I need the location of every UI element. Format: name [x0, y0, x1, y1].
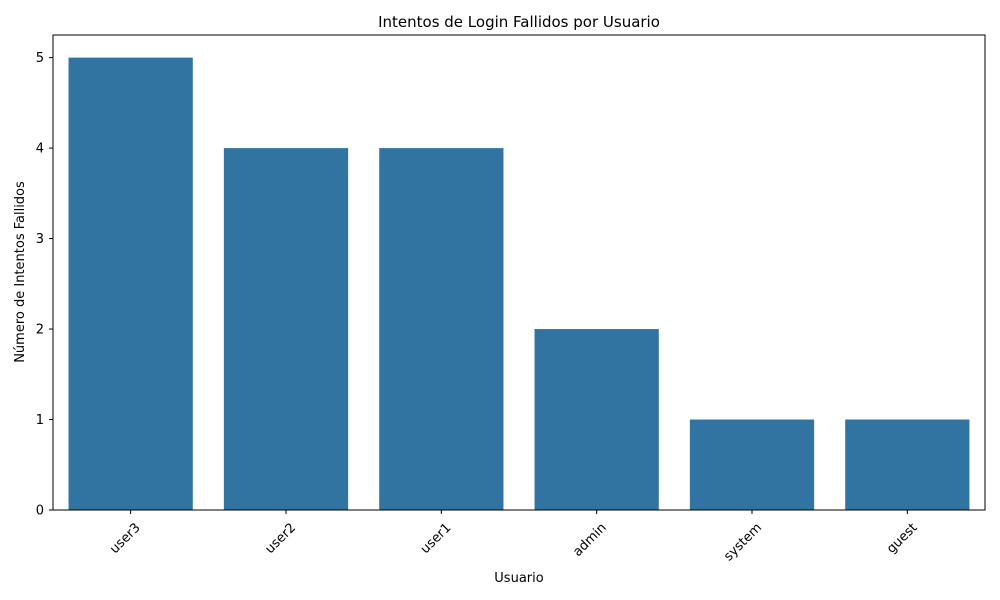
bar-admin — [534, 329, 659, 510]
y-tick-label: 5 — [36, 51, 44, 66]
x-tick-label: user1 — [418, 520, 455, 557]
y-tick-label: 0 — [36, 504, 44, 519]
plot-frame — [52, 34, 986, 511]
x-tick-label: admin — [570, 520, 609, 559]
x-axis-ticks: user3 user2 user1 admin system guest — [107, 510, 920, 564]
y-tick-label: 2 — [36, 323, 44, 338]
x-tick-label: user2 — [263, 520, 300, 557]
y-axis-ticks: 0 1 2 3 4 5 — [36, 51, 53, 519]
bar-user3 — [68, 57, 193, 510]
x-tick-label: system — [721, 520, 765, 564]
bar-user1 — [379, 148, 504, 510]
x-axis-label: Usuario — [494, 571, 543, 586]
y-tick-label: 1 — [36, 413, 44, 428]
bars-layer — [68, 57, 970, 510]
y-tick-label: 4 — [36, 142, 44, 157]
y-axis-label: Número de Intentos Fallidos — [13, 181, 28, 363]
bar-user2 — [223, 148, 349, 510]
bar-guest — [845, 419, 970, 510]
x-tick-label: guest — [884, 520, 920, 556]
bar-system — [689, 419, 815, 510]
chart-title: Intentos de Login Fallidos por Usuario — [378, 13, 660, 31]
y-tick-label: 3 — [36, 232, 44, 247]
x-tick-label: user3 — [107, 520, 144, 557]
